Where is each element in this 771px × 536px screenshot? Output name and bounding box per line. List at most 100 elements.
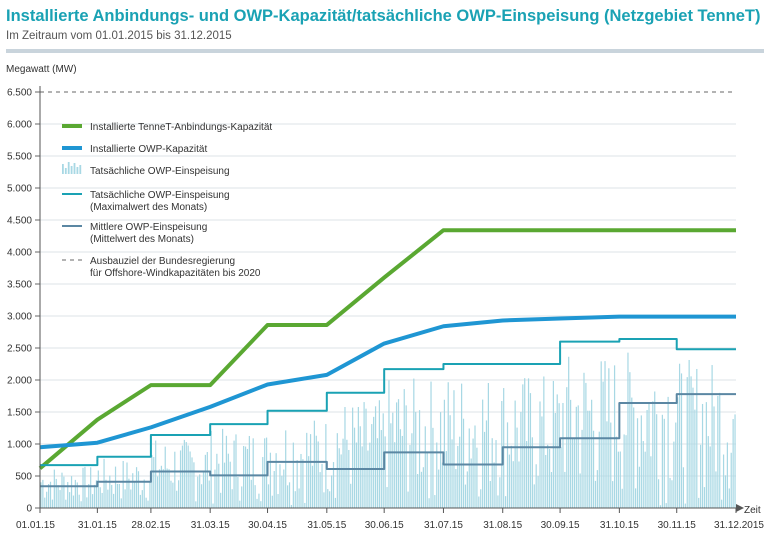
production-bar [88,483,90,508]
legend-swatch [67,162,70,174]
production-bar [44,497,46,508]
production-bar [330,475,333,508]
production-bar [701,403,704,508]
production-bar [558,403,560,508]
production-bar [585,382,587,508]
production-bar [652,401,654,508]
production-bar [90,467,92,508]
x-tick-label: 31.10.15 [600,520,639,531]
production-bar [453,390,455,508]
production-bar [476,447,478,508]
production-bar [411,433,413,508]
production-bar [200,484,203,508]
production-bar [677,397,679,508]
production-bar [105,479,107,508]
production-bar [319,472,321,508]
production-bar [461,383,463,508]
production-bar [309,434,312,508]
production-bar [84,466,86,508]
production-bar [353,427,356,508]
production-bar [191,457,193,508]
chart-title: Installierte Anbindungs- und OWP-Kapazit… [6,7,761,25]
production-bar [149,481,151,508]
production-bar [204,454,207,508]
production-bar [726,442,729,508]
production-bar [491,438,493,508]
production-bar [199,474,201,508]
production-bar [179,450,182,508]
production-bar [623,434,625,508]
production-bar [221,428,224,508]
production-bar [288,482,291,508]
y-tick-label: 4.000 [7,248,32,259]
production-bar [143,479,145,508]
production-bar [531,437,533,508]
production-bar [441,462,444,508]
y-tick-label: 5.500 [7,152,32,163]
production-bar [378,400,381,508]
production-bar [99,487,101,508]
production-bar [342,438,344,508]
legend-label: (Maximalwert des Monats) [90,202,207,213]
production-bar [126,462,128,508]
x-tick-label: 31.07.15 [424,520,463,531]
production-bar [401,435,403,508]
production-bar [212,503,214,508]
production-bar [187,445,189,508]
production-bar [118,484,120,508]
production-bar [153,457,155,508]
production-bar [610,422,612,508]
production-bar [474,425,476,508]
production-bar [162,469,164,508]
production-bar [388,380,390,508]
legend-label: Installierte TenneT-Anbindungs-Kapazität [90,122,272,133]
production-bar [495,440,497,508]
production-bar [734,414,736,508]
y-tick-label: 1.000 [7,440,32,451]
production-bar [344,407,346,508]
production-bar [210,430,212,508]
production-bar [394,442,396,508]
production-bar [355,442,358,508]
production-bar [654,391,656,508]
production-bar [562,402,564,508]
production-bar [59,490,61,508]
production-bar [627,352,629,508]
production-bar [524,378,526,508]
production-bar [541,416,543,508]
production-bar [376,438,379,508]
production-bar [650,456,652,508]
x-tick-label: 30.04.15 [248,520,287,531]
production-bar [323,492,325,508]
production-bar [556,394,558,508]
production-bar [40,482,42,508]
production-bar [577,405,579,508]
production-bar [42,479,44,508]
production-bar [336,433,338,508]
y-tick-label: 3.500 [7,280,32,291]
production-bar [527,378,530,508]
production-bar [329,491,331,508]
production-bar [346,439,348,508]
x-tick-label: 31.01.15 [78,520,117,531]
production-bar [550,472,553,508]
production-bar [95,480,98,508]
production-bar [122,460,124,508]
production-bar [176,490,178,508]
production-bar [69,492,71,508]
y-tick-label: 0 [26,504,32,515]
production-bar [252,438,254,508]
production-bar [468,428,470,508]
production-bar [636,418,639,508]
legend-swatch [76,167,79,174]
production-bar [206,452,208,508]
production-bar [195,501,197,508]
production-bar [116,483,119,508]
production-bar [294,491,296,508]
chart-subtitle: Im Zeitraum vom 01.01.2015 bis 31.12.201… [6,30,232,42]
production-bar [514,400,516,508]
production-bar [156,476,159,508]
production-bar [373,416,375,508]
production-bar [197,476,199,508]
